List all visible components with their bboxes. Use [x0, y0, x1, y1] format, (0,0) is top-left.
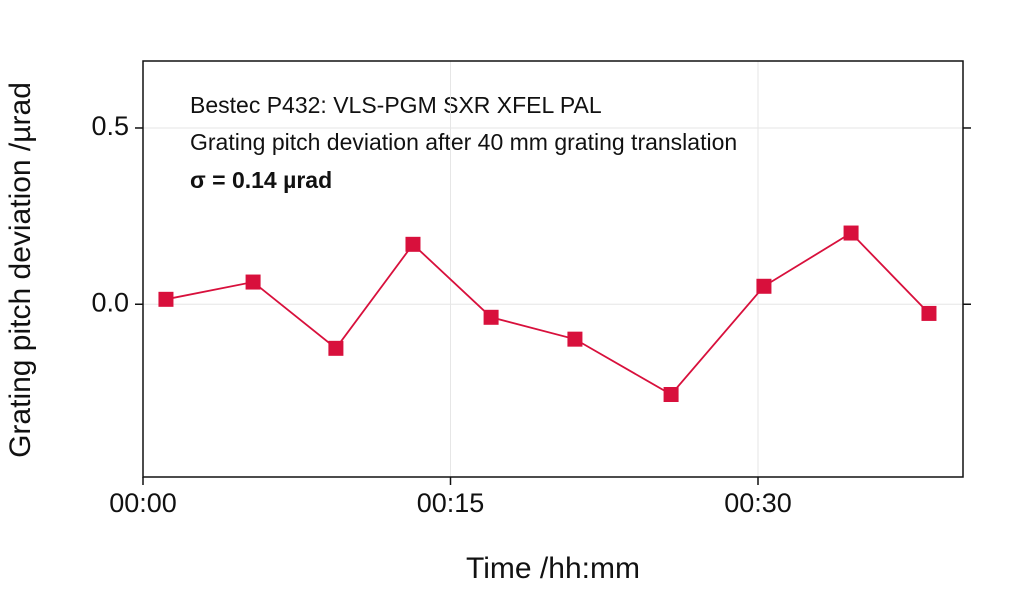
- x-tick-label: 00:30: [724, 488, 792, 518]
- data-point: [405, 236, 421, 252]
- annotation: Grating pitch deviation after 40 mm grat…: [190, 129, 737, 155]
- y-axis-label: Grating pitch deviation /µrad: [4, 82, 37, 458]
- annotation: σ = 0.14 µrad: [190, 167, 332, 193]
- data-point: [843, 225, 859, 241]
- annotation: Bestec P432: VLS-PGM SXR XFEL PAL: [190, 92, 602, 118]
- x-tick-label: 00:15: [417, 488, 485, 518]
- data-point: [663, 387, 679, 403]
- x-tick-label: 00:00: [109, 488, 177, 518]
- y-tick-label: 0.5: [91, 111, 129, 141]
- data-point: [328, 340, 344, 356]
- data-point: [245, 274, 261, 290]
- series-line: [165, 231, 930, 396]
- data-point: [567, 331, 583, 347]
- plot-frame: [142, 60, 964, 478]
- data-point: [483, 309, 499, 325]
- data-point: [158, 291, 174, 307]
- data-point: [921, 305, 937, 321]
- x-axis-label: Time /hh:mm: [466, 552, 640, 585]
- data-point: [756, 278, 772, 294]
- y-tick-label: 0.0: [91, 287, 129, 317]
